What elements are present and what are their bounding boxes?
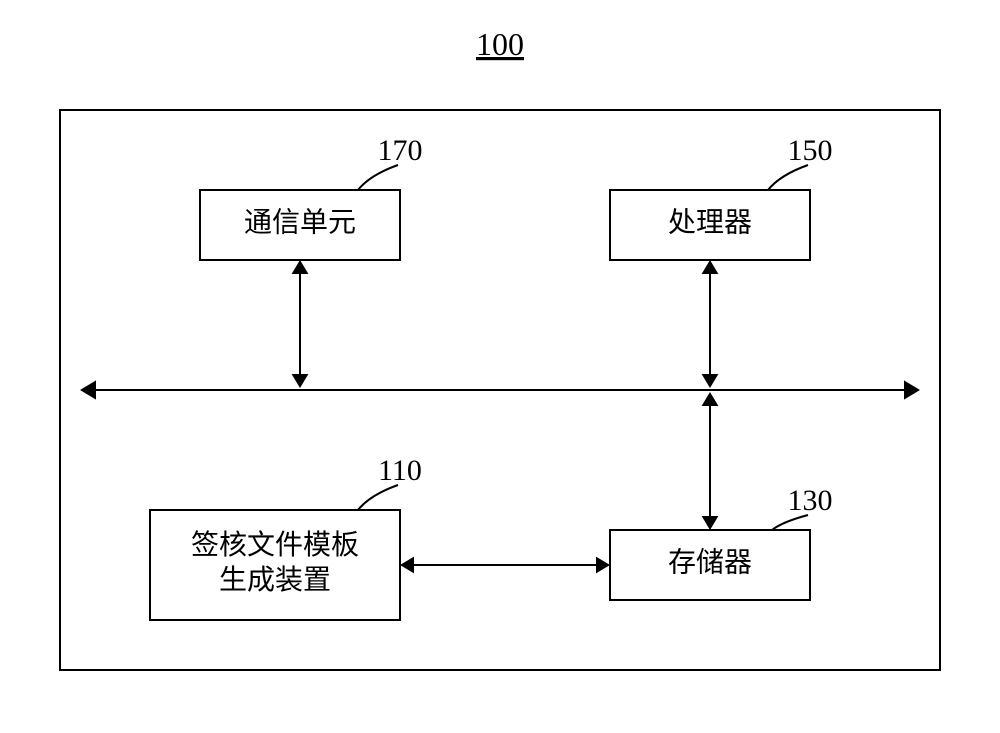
node-template_gen-label: 签核文件模板	[191, 529, 359, 561]
node-processor-ref: 150	[788, 134, 833, 167]
diagram-title: 100	[476, 26, 524, 62]
node-comm_unit-label: 通信单元	[244, 206, 356, 238]
conn-gen-mem	[400, 557, 610, 574]
node-memory-label: 存储器	[668, 546, 752, 578]
conn-comm-bus	[292, 260, 309, 388]
bus-arrow	[80, 380, 920, 399]
leader-template_gen	[358, 485, 398, 510]
leader-processor	[768, 165, 808, 190]
node-template_gen: 签核文件模板生成装置 110	[150, 454, 422, 620]
node-template_gen-label: 生成装置	[219, 564, 331, 596]
node-comm_unit: 通信单元 170	[200, 134, 423, 260]
node-memory-ref: 130	[788, 484, 833, 517]
node-comm_unit-ref: 170	[378, 134, 423, 167]
leader-comm_unit	[358, 165, 398, 190]
node-processor: 处理器 150	[610, 134, 833, 260]
node-processor-label: 处理器	[668, 206, 752, 238]
diagram-canvas: 100 通信单元 170 处理器 150 签核文件模板生成装置 110 存储器 130	[0, 0, 1000, 733]
conn-mem-bus	[702, 392, 719, 530]
leader-memory	[772, 515, 808, 530]
node-template_gen-ref: 110	[378, 454, 422, 487]
conn-proc-bus	[702, 260, 719, 388]
node-memory: 存储器 130	[610, 484, 833, 600]
